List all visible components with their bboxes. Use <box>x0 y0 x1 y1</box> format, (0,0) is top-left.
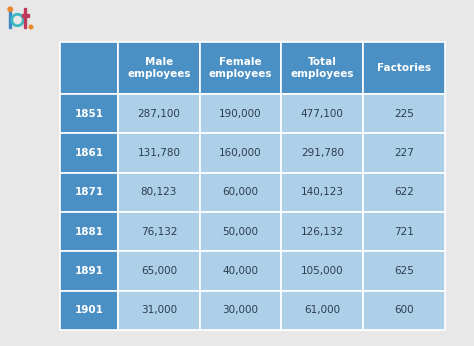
Bar <box>363 133 445 173</box>
Bar <box>363 94 445 133</box>
Bar <box>363 212 445 251</box>
Text: 105,000: 105,000 <box>301 266 344 276</box>
Bar <box>118 251 200 291</box>
Text: 60,000: 60,000 <box>223 187 259 197</box>
Circle shape <box>11 13 24 26</box>
Bar <box>60 42 118 94</box>
Bar <box>60 291 118 330</box>
Bar <box>363 42 445 94</box>
Text: Factories: Factories <box>377 63 431 73</box>
Circle shape <box>29 25 33 29</box>
Text: 131,780: 131,780 <box>137 148 181 158</box>
Bar <box>200 212 282 251</box>
Bar <box>60 251 118 291</box>
Text: 140,123: 140,123 <box>301 187 344 197</box>
Bar <box>9 12 11 28</box>
Bar <box>60 173 118 212</box>
Bar <box>282 291 363 330</box>
Text: 622: 622 <box>394 187 414 197</box>
Text: 126,132: 126,132 <box>301 227 344 237</box>
Text: 80,123: 80,123 <box>141 187 177 197</box>
Bar <box>60 94 118 133</box>
Circle shape <box>14 16 21 24</box>
Bar <box>118 133 200 173</box>
Text: 721: 721 <box>394 227 414 237</box>
Bar <box>363 251 445 291</box>
Text: 50,000: 50,000 <box>223 227 259 237</box>
Bar <box>282 173 363 212</box>
Bar <box>60 212 118 251</box>
Text: 65,000: 65,000 <box>141 266 177 276</box>
Bar <box>282 212 363 251</box>
Text: 160,000: 160,000 <box>219 148 262 158</box>
Text: 1881: 1881 <box>74 227 103 237</box>
Text: 30,000: 30,000 <box>223 305 259 315</box>
Text: 225: 225 <box>394 109 414 119</box>
Text: 1851: 1851 <box>74 109 103 119</box>
Text: Female
employees: Female employees <box>209 57 273 79</box>
Bar <box>200 173 282 212</box>
Text: 227: 227 <box>394 148 414 158</box>
Bar <box>282 42 363 94</box>
Bar <box>363 173 445 212</box>
Text: 1891: 1891 <box>74 266 103 276</box>
Text: 287,100: 287,100 <box>137 109 180 119</box>
Text: 61,000: 61,000 <box>304 305 340 315</box>
Text: 190,000: 190,000 <box>219 109 262 119</box>
Circle shape <box>8 7 12 12</box>
Text: 31,000: 31,000 <box>141 305 177 315</box>
Bar <box>118 173 200 212</box>
Bar <box>118 94 200 133</box>
Text: 1861: 1861 <box>74 148 103 158</box>
Text: Male
employees: Male employees <box>127 57 191 79</box>
Bar <box>282 94 363 133</box>
Bar <box>24 8 27 28</box>
Text: 76,132: 76,132 <box>141 227 177 237</box>
Bar <box>200 133 282 173</box>
Text: 1871: 1871 <box>74 187 103 197</box>
Text: 1901: 1901 <box>74 305 103 315</box>
Text: 625: 625 <box>394 266 414 276</box>
Bar <box>60 133 118 173</box>
Bar <box>200 251 282 291</box>
Text: 477,100: 477,100 <box>301 109 344 119</box>
Text: 600: 600 <box>394 305 414 315</box>
Bar <box>118 212 200 251</box>
Bar <box>118 291 200 330</box>
Text: 40,000: 40,000 <box>223 266 259 276</box>
Bar <box>282 133 363 173</box>
Bar <box>200 94 282 133</box>
Text: Total
employees: Total employees <box>291 57 354 79</box>
Bar <box>200 42 282 94</box>
Bar <box>22 15 29 17</box>
Text: 291,780: 291,780 <box>301 148 344 158</box>
Bar <box>363 291 445 330</box>
Bar <box>118 42 200 94</box>
Bar <box>200 291 282 330</box>
Bar <box>282 251 363 291</box>
